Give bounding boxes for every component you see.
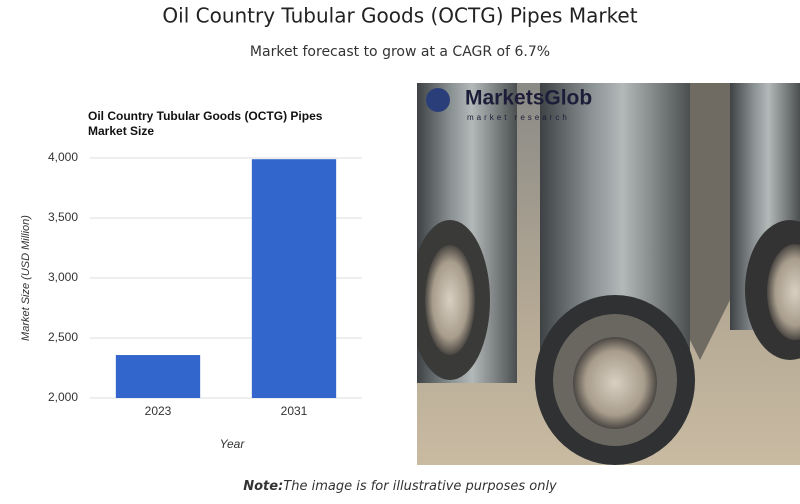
x-axis-label: Year [220, 437, 246, 451]
x-tick-label: 2031 [281, 404, 308, 418]
page-subtitle: Market forecast to grow at a CAGR of 6.7… [250, 44, 550, 60]
y-tick-label: 3,000 [48, 270, 78, 284]
y-tick-label: 3,500 [48, 210, 78, 224]
y-tick-label: 4,000 [48, 150, 78, 164]
logo-icon [426, 88, 450, 112]
note: Note:The image is for illustrative purpo… [243, 479, 557, 494]
bar [115, 355, 201, 398]
note-text: The image is for illustrative purposes o… [283, 479, 557, 494]
logo: MarketsGlob [465, 87, 592, 110]
note-label: Note: [243, 479, 283, 494]
page-title: Oil Country Tubular Goods (OCTG) Pipes M… [162, 4, 637, 28]
y-axis-label: Market Size (USD Million) [20, 215, 32, 341]
photo [417, 83, 800, 465]
bar [251, 159, 337, 398]
x-tick-label: 2023 [145, 404, 172, 418]
chart-title: Oil Country Tubular Goods (OCTG) Pipes Ma… [88, 109, 323, 138]
logo-tagline: market research [467, 113, 570, 122]
y-tick-label: 2,500 [48, 330, 78, 344]
y-tick-label: 2,000 [48, 390, 78, 404]
